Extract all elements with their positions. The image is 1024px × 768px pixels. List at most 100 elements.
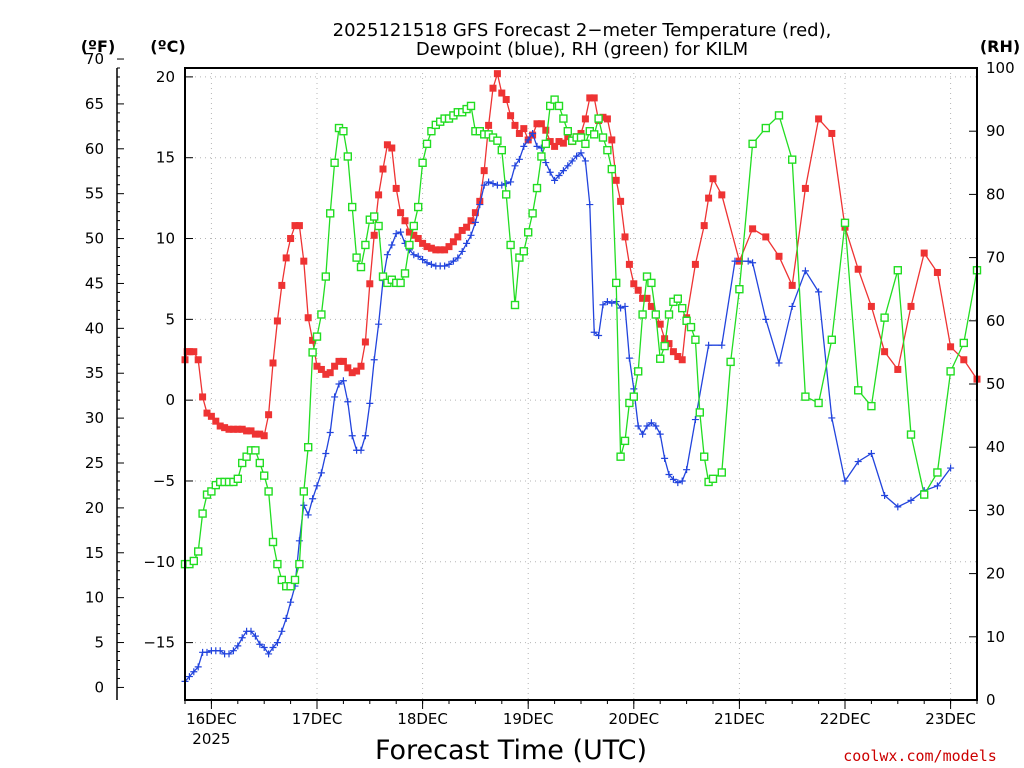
temperature-point bbox=[449, 238, 457, 246]
temperature-point bbox=[691, 260, 699, 268]
dewpoint-point bbox=[357, 446, 365, 454]
dewpoint-point bbox=[397, 228, 405, 236]
temperature-point bbox=[551, 142, 559, 150]
rh-point bbox=[906, 430, 916, 439]
temperature-point bbox=[493, 70, 501, 78]
rh-point bbox=[532, 183, 542, 193]
dewpoint-point bbox=[788, 302, 796, 310]
fahrenheit-tick-label: 60 bbox=[85, 140, 104, 158]
dewpoint-point bbox=[414, 252, 422, 260]
rh-point bbox=[304, 443, 313, 452]
rh-tick-label: 10 bbox=[986, 628, 1005, 646]
rh-point bbox=[761, 123, 770, 133]
dewpoint-point bbox=[586, 201, 594, 209]
rh-point bbox=[946, 367, 955, 376]
temperature-point bbox=[225, 425, 233, 433]
credit-text: coolwx.com/models bbox=[843, 747, 997, 765]
celsius-tick-label: −15 bbox=[143, 634, 175, 652]
dewpoint-point bbox=[568, 157, 576, 165]
temperature-point bbox=[709, 175, 717, 183]
rh-point bbox=[268, 537, 278, 547]
dewpoint-point bbox=[643, 422, 651, 430]
temperature-point bbox=[960, 356, 968, 364]
dewpoint-point bbox=[665, 471, 673, 479]
rh-tick-label: 100 bbox=[986, 59, 1015, 77]
temperature-point bbox=[370, 231, 378, 239]
dewpoint-point bbox=[815, 288, 823, 296]
temperature-point bbox=[295, 222, 303, 230]
temperature-point bbox=[608, 136, 616, 144]
temperature-point bbox=[564, 133, 572, 141]
rh-point bbox=[374, 221, 383, 231]
rh-point bbox=[933, 468, 942, 477]
dewpoint-point bbox=[678, 477, 686, 485]
series-line bbox=[184, 132, 952, 682]
rh-point bbox=[233, 474, 243, 483]
dewpoint-point bbox=[524, 136, 532, 144]
rh-point bbox=[361, 240, 370, 250]
rh-point bbox=[260, 471, 269, 480]
temperature-point bbox=[485, 121, 493, 129]
dewpoint-point bbox=[907, 496, 915, 504]
rh-point bbox=[396, 278, 405, 288]
temperature-point bbox=[894, 365, 902, 373]
celsius-tick-label: 5 bbox=[165, 310, 175, 328]
temperature-point bbox=[463, 223, 471, 231]
temperature-point bbox=[203, 409, 211, 417]
dewpoint-point bbox=[595, 332, 603, 340]
rh-point bbox=[660, 341, 669, 351]
rh-point bbox=[295, 559, 304, 569]
temperature-point bbox=[749, 225, 757, 233]
rh-point bbox=[290, 575, 300, 585]
dewpoint-point bbox=[625, 354, 633, 362]
rh-tick-label: 60 bbox=[986, 312, 1005, 330]
rh-point bbox=[198, 509, 207, 518]
dewpoint-point bbox=[520, 142, 528, 150]
rh-point bbox=[422, 139, 432, 149]
rh-point bbox=[541, 139, 550, 149]
dewpoint-point bbox=[480, 181, 488, 189]
rh-point bbox=[700, 452, 709, 461]
rh-point bbox=[515, 253, 524, 262]
rh-point bbox=[524, 228, 533, 237]
temperature-point bbox=[643, 294, 651, 302]
fahrenheit-tick-label: 25 bbox=[85, 454, 104, 472]
rh-point bbox=[867, 401, 876, 411]
rh-point bbox=[854, 386, 863, 395]
dewpoint-point bbox=[322, 450, 330, 458]
temperature-point bbox=[247, 427, 255, 435]
celsius-tick-label: −5 bbox=[153, 472, 175, 490]
temperature-point bbox=[705, 194, 713, 202]
temperature-point bbox=[432, 246, 440, 254]
dewpoint-point bbox=[498, 181, 506, 189]
dewpoint-point bbox=[691, 416, 699, 424]
dewpoint-point bbox=[744, 257, 752, 265]
dewpoint-point bbox=[894, 503, 902, 511]
temperature-point bbox=[445, 243, 453, 251]
rh-point bbox=[603, 145, 612, 155]
dewpoint-point bbox=[463, 239, 471, 247]
rh-point bbox=[409, 221, 418, 231]
temperature-point bbox=[397, 209, 405, 217]
temperature-point bbox=[454, 233, 462, 241]
celsius-tick-label: 0 bbox=[165, 391, 175, 409]
dewpoint-point bbox=[533, 142, 541, 150]
rh-point bbox=[317, 310, 326, 319]
grid bbox=[185, 68, 977, 700]
celsius-tick-label: 20 bbox=[156, 68, 175, 86]
fahrenheit-tick-label: 55 bbox=[85, 185, 104, 203]
dewpoint-point bbox=[634, 422, 642, 430]
dewpoint-point bbox=[661, 454, 669, 462]
temperature-point bbox=[436, 246, 444, 254]
rh-tick-label: 70 bbox=[986, 249, 1005, 267]
rh-point bbox=[418, 158, 427, 168]
rh-point bbox=[801, 392, 810, 401]
rh-tick-label: 90 bbox=[986, 122, 1005, 140]
rh-point bbox=[550, 95, 559, 104]
temperature-point bbox=[313, 362, 321, 370]
dewpoint-point bbox=[573, 152, 581, 160]
x-axis-label: Forecast Time (UTC) bbox=[375, 735, 647, 766]
dewpoint-point bbox=[559, 167, 567, 175]
dewpoint-point bbox=[216, 647, 224, 655]
